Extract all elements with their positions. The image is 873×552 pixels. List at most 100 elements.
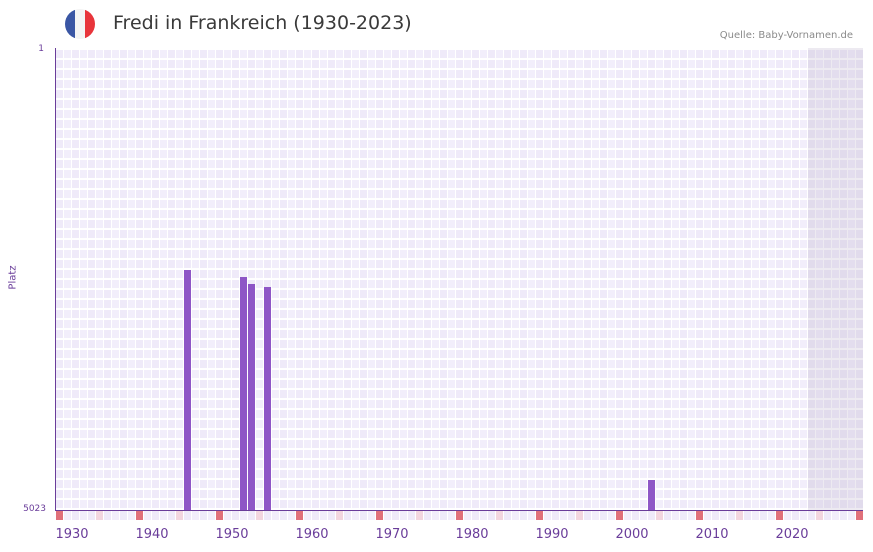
year-marker-1939 — [128, 511, 135, 520]
year-marker-1965 — [336, 511, 343, 520]
year-marker-1935 — [96, 511, 103, 520]
x-tick-1990: 1990 — [535, 527, 569, 542]
year-marker-1973 — [400, 511, 407, 520]
year-marker-1982 — [472, 511, 479, 520]
year-marker-1980 — [456, 511, 463, 520]
year-marker-1963 — [320, 511, 327, 520]
plot-area — [55, 48, 863, 510]
year-marker-1937 — [112, 511, 119, 520]
year-marker-1944 — [168, 511, 175, 520]
year-marker-2027 — [832, 511, 839, 520]
year-marker-2029 — [848, 511, 855, 520]
year-marker-1981 — [464, 511, 471, 520]
x-tick-2010: 2010 — [695, 527, 729, 542]
x-tick-2020: 2020 — [775, 527, 809, 542]
x-tick-1960: 1960 — [295, 527, 329, 542]
year-marker-2002 — [632, 511, 639, 520]
year-marker-1985 — [496, 511, 503, 520]
source-label: Quelle: Baby-Vornamen.de — [719, 30, 853, 41]
year-marker-1953 — [240, 511, 247, 520]
year-marker-2023 — [800, 511, 807, 520]
year-marker-2011 — [704, 511, 711, 520]
year-marker-2018 — [760, 511, 767, 520]
year-marker-1960 — [296, 511, 303, 520]
year-marker-2006 — [664, 511, 671, 520]
year-marker-2020 — [776, 511, 783, 520]
year-marker-1948 — [200, 511, 207, 520]
year-marker-1972 — [392, 511, 399, 520]
x-tick-1970: 1970 — [375, 527, 409, 542]
year-marker-1933 — [80, 511, 87, 520]
year-marker-1950 — [216, 511, 223, 520]
year-marker-1993 — [560, 511, 567, 520]
year-marker-1964 — [328, 511, 335, 520]
x-tick-1940: 1940 — [135, 527, 169, 542]
year-marker-1956 — [264, 511, 271, 520]
year-marker-1986 — [504, 511, 511, 520]
year-marker-2026 — [824, 511, 831, 520]
year-marker-1938 — [120, 511, 127, 520]
year-marker-1991 — [544, 511, 551, 520]
year-marker-1970 — [376, 511, 383, 520]
year-marker-1968 — [360, 511, 367, 520]
year-marker-1967 — [352, 511, 359, 520]
year-marker-1934 — [88, 511, 95, 520]
year-marker-1954 — [248, 511, 255, 520]
year-marker-2012 — [712, 511, 719, 520]
year-marker-1994 — [568, 511, 575, 520]
year-marker-2028 — [840, 511, 847, 520]
year-marker-1947 — [192, 511, 199, 520]
year-marker-1996 — [584, 511, 591, 520]
x-tick-1980: 1980 — [455, 527, 489, 542]
year-marker-1997 — [592, 511, 599, 520]
year-marker-2017 — [752, 511, 759, 520]
year-marker-2021 — [784, 511, 791, 520]
year-marker-1966 — [344, 511, 351, 520]
year-marker-2001 — [624, 511, 631, 520]
year-marker-2025 — [816, 511, 823, 520]
year-marker-1976 — [424, 511, 431, 520]
future-years-shade — [808, 48, 863, 510]
year-marker-1974 — [408, 511, 415, 520]
year-marker-1949 — [208, 511, 215, 520]
bar-1956 — [264, 287, 271, 510]
year-marker-2015 — [736, 511, 743, 520]
year-marker-1945 — [176, 511, 183, 520]
year-marker-2013 — [720, 511, 727, 520]
year-marker-1958 — [280, 511, 287, 520]
y-tick-top: 1 — [38, 44, 44, 54]
bar-1953 — [240, 276, 247, 510]
chart-title: Fredi in Frankreich (1930-2023) — [113, 12, 412, 34]
year-marker-1987 — [512, 511, 519, 520]
flag-red — [85, 9, 95, 39]
flag-white — [75, 9, 85, 39]
year-marker-1943 — [160, 511, 167, 520]
year-marker-2004 — [648, 511, 655, 520]
x-tick-1950: 1950 — [215, 527, 249, 542]
y-tick-bottom: 5023 — [23, 504, 46, 514]
year-marker-1962 — [312, 511, 319, 520]
year-marker-2007 — [672, 511, 679, 520]
flag-blue — [65, 9, 75, 39]
year-marker-1977 — [432, 511, 439, 520]
france-flag-icon — [65, 9, 95, 39]
year-marker-2005 — [656, 511, 663, 520]
grid — [55, 48, 863, 510]
year-marker-1978 — [440, 511, 447, 520]
year-marker-1971 — [384, 511, 391, 520]
year-marker-2000 — [616, 511, 623, 520]
x-tick-2000: 2000 — [615, 527, 649, 542]
bar-1946 — [184, 269, 191, 510]
year-marker-2010 — [696, 511, 703, 520]
year-marker-1983 — [480, 511, 487, 520]
year-marker-1952 — [232, 511, 239, 520]
bar-2004 — [648, 480, 655, 510]
year-marker-1946 — [184, 511, 191, 520]
x-tick-1930: 1930 — [55, 527, 89, 542]
year-marker-1995 — [576, 511, 583, 520]
year-marker-1931 — [64, 511, 71, 520]
year-marker-2009 — [688, 511, 695, 520]
year-marker-1969 — [368, 511, 375, 520]
year-marker-2003 — [640, 511, 647, 520]
year-marker-1942 — [152, 511, 159, 520]
